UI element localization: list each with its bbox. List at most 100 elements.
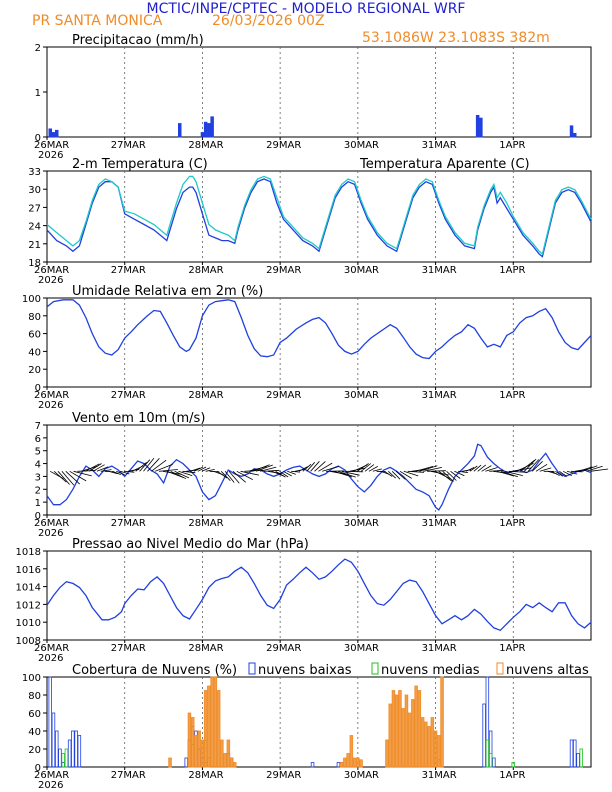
wind-barb (314, 461, 326, 472)
wind-barb (504, 470, 523, 476)
cloud-bar-2-9 (213, 676, 218, 768)
wind-barb (520, 459, 535, 472)
wind-barb (563, 470, 572, 477)
wind-barb (217, 470, 228, 479)
wind-barb (590, 468, 609, 472)
wind-panel: 26MAR 27MAR 28MAR 29MAR 30MAR 31MAR 1APR 2026 0 1… (34, 411, 609, 539)
cloud-bar-2-29 (404, 694, 409, 768)
header-title: MCTIC/INPE/CPTEC - MODELO REGIONAL WRF (147, 1, 466, 17)
wind-barb (582, 465, 598, 472)
cloud-bar-2-16 (339, 762, 344, 768)
cloud-bar-2-6 (203, 690, 208, 768)
wind-barb (263, 469, 280, 472)
cloud-bar-2-25 (391, 690, 396, 768)
wind-barb (559, 470, 568, 477)
cloud-bar-2-40 (440, 676, 444, 768)
pressure-panel: 26MAR 27MAR 28MAR 29MAR 30MAR 31MAR 1APR 2026 10… (16, 537, 592, 664)
wind-barb (419, 465, 438, 472)
wind-barb (240, 470, 259, 476)
wind-barb (465, 467, 475, 472)
wind-barb (462, 469, 472, 472)
wind-barb (193, 466, 203, 472)
precip-frame (46, 46, 592, 138)
wind-barb (69, 470, 87, 482)
wind-barb (147, 458, 160, 472)
rh-day-label: 29MAR (266, 390, 301, 401)
cloud-bar-0-23 (488, 730, 493, 768)
mslp-ytick-label: 1014 (16, 583, 41, 594)
wind-barb (139, 459, 151, 472)
wind-ytick-label: 1 (35, 498, 41, 509)
wind-barb (481, 465, 492, 472)
temperature-panel: 26MAR 27MAR 28MAR 29MAR 30MAR 31MAR 1APR 2026 18… (28, 157, 592, 286)
cloud-bar-0-9 (184, 757, 188, 768)
cloud-bar-2-11 (220, 739, 224, 768)
wind-barb (143, 457, 155, 472)
wind-barb (205, 469, 215, 472)
precip-year-label: 2026 (38, 150, 63, 161)
wind-barb (135, 461, 147, 472)
wind-barb (586, 465, 603, 472)
precip-day-label: 27MAR (111, 140, 146, 151)
cloud-bar-2-12 (223, 753, 227, 768)
precip-bar-0-0 (48, 128, 53, 138)
wind-barb (155, 463, 173, 472)
mslp-day-label: 29MAR (266, 643, 301, 654)
precip-bar-0-10 (569, 125, 574, 138)
wind-barb (570, 470, 583, 473)
temp-ytick-label: 30 (28, 185, 41, 196)
temp-title: 2-m Temperatura (C) (72, 157, 208, 172)
wind-barb (298, 466, 308, 472)
cloud-bar-2-23 (385, 739, 389, 768)
wind-year-label: 2026 (38, 528, 63, 539)
wind-barb (108, 470, 118, 475)
wind-barb (322, 466, 339, 472)
wind-barb (438, 470, 452, 482)
rh-day-label: 27MAR (111, 390, 146, 401)
rh-title: Umidade Relativa em 2m (%) (72, 284, 263, 299)
wind-barb (53, 471, 67, 483)
wind-barb (469, 465, 478, 472)
rh-series-0-line (46, 299, 592, 360)
temp-series-1-line (46, 175, 592, 256)
precip-ytick-label: 2 (35, 43, 41, 54)
wind-barb (124, 470, 135, 473)
wind-barb (236, 470, 253, 480)
cloud-day-label: 26MAR (34, 770, 69, 781)
wind-barb (555, 470, 564, 477)
wind-barb (473, 464, 482, 472)
cloud-bar-1-9 (579, 748, 584, 768)
wind-barb (259, 466, 277, 472)
precip-title: Precipitacao (mm/h) (72, 33, 204, 48)
wind-barb (442, 471, 454, 482)
precip-bar-0-7 (210, 116, 214, 138)
wind-barb (120, 470, 130, 475)
cloud-bar-2-8 (210, 676, 214, 768)
cloud-bar-2-22 (359, 759, 363, 768)
temp-ytick-label: 27 (28, 203, 41, 214)
cloud-bar-0-3 (58, 748, 62, 768)
cloud-ytick-label: 60 (28, 709, 41, 720)
wind-barb (407, 470, 425, 473)
wind-barb (527, 459, 540, 472)
rh-day-label: 26MAR (34, 390, 69, 401)
wind-barb (232, 470, 246, 483)
header-location: PR SANTA MONICA (32, 13, 163, 29)
cloud-bar-0-18 (310, 762, 315, 768)
precip-day-label: 30MAR (344, 140, 379, 151)
wind-series-0-line (46, 443, 592, 511)
wind-barb (415, 466, 434, 472)
cloud-bar-2-4 (197, 730, 201, 768)
header-run: 26/03/2026 00Z (212, 13, 325, 29)
wind-day-label: 1APR (499, 518, 525, 529)
wind-barb (310, 461, 320, 472)
wind-day-label: 26MAR (34, 518, 69, 529)
cloud-day-label: 29MAR (266, 770, 301, 781)
cloud-bar-0-27 (576, 753, 580, 768)
cloud-legend-swatch-2 (496, 662, 504, 675)
cloud-bar-0-19 (336, 762, 341, 768)
cloud-bar-2-36 (427, 726, 431, 768)
temp-series-0-line (46, 178, 592, 258)
mslp-day-label: 30MAR (344, 643, 379, 654)
wind-ytick-label: 2 (35, 485, 41, 496)
